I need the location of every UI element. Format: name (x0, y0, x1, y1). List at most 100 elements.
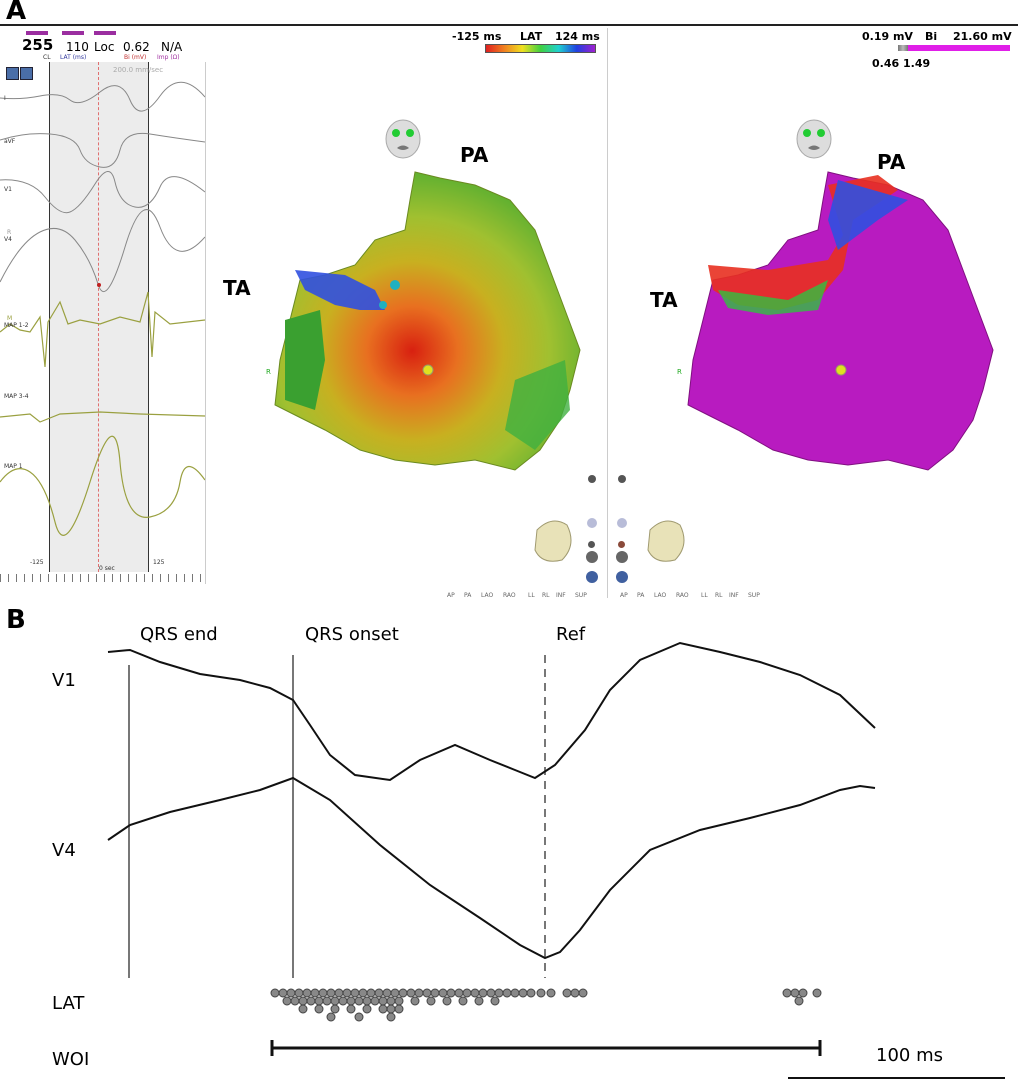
cl-label: CL (43, 54, 51, 61)
heart-orientation-icon-right[interactable] (640, 515, 690, 565)
view-button-rao[interactable]: RAO (503, 592, 516, 599)
channel-label-v4: V4 (4, 236, 12, 243)
channel-label-map-12: MAP 1-2 (4, 322, 29, 329)
view-button-ap[interactable]: AP (447, 592, 455, 599)
bi-low-threshold: 0.46 (872, 57, 900, 70)
channel-label-map-1: MAP 1 (4, 463, 23, 470)
view-button-inf-right[interactable]: INF (729, 592, 739, 599)
pa-label-lat: PA (460, 143, 489, 167)
view-button-inf[interactable]: INF (556, 592, 566, 599)
lat-scale-max: 124 ms (555, 30, 600, 43)
trace-i (0, 81, 205, 112)
time-label-left: -125 (30, 559, 44, 566)
bi-magenta-bar (908, 45, 1010, 51)
pointer-tool-icon[interactable] (6, 67, 19, 80)
pa-label-bi: PA (877, 150, 906, 174)
view-button-rao-right[interactable]: RAO (676, 592, 689, 599)
view-button-lao[interactable]: LAO (481, 592, 494, 599)
time-label-right: 125 (153, 559, 165, 566)
channel-label-v1: V1 (4, 186, 12, 193)
lat-activation-map (274, 171, 581, 471)
panel-b-plot (107, 641, 1005, 1079)
catheter-icon (616, 571, 628, 583)
bi-scale-label: Bi (925, 30, 938, 43)
panel-a-label: A (6, 0, 27, 26)
qrs-onset-label: QRS onset (305, 624, 399, 645)
lat-label: LAT (ms) (60, 54, 87, 61)
bi-high-threshold: 1.49 (903, 57, 931, 70)
trace-avf (0, 132, 205, 168)
lat-bar (62, 31, 84, 35)
bi-scale-max: 21.60 mV (953, 30, 1012, 43)
egm-panel: 200.0 mm/sec I aVF V1 R V4 M MAP 1-2 MAP… (0, 62, 206, 584)
channel-label-map-34: MAP 3-4 (4, 393, 29, 400)
view-button-pa[interactable]: PA (464, 592, 472, 599)
ta-label-lat: TA (223, 276, 251, 300)
qrs-end-label: QRS end (140, 624, 218, 645)
loc-bar (94, 31, 116, 35)
view-button-rl[interactable]: RL (542, 592, 550, 599)
catheter-icon (588, 475, 596, 483)
map-separator (607, 28, 608, 598)
view-button-sup[interactable]: SUP (575, 592, 587, 599)
ta-label-bi: TA (650, 288, 678, 312)
trace-v4 (0, 209, 205, 292)
heart-orientation-icon-left[interactable] (527, 515, 577, 565)
time-ruler (0, 574, 205, 582)
channel-label-avf: aVF (4, 138, 16, 145)
view-button-ap-right[interactable]: AP (620, 592, 628, 599)
v4-marker: R (7, 229, 12, 236)
trace-v1 (0, 171, 205, 214)
view-button-rl-right[interactable]: RL (715, 592, 723, 599)
catheter-icon (586, 551, 598, 563)
bi-gray-segment (898, 45, 908, 51)
lat-scale-label: LAT (520, 30, 543, 43)
head-orientation-icon-right (796, 119, 832, 159)
catheter-icon (618, 475, 626, 483)
catheter-icon (617, 518, 627, 528)
cl-bar (26, 31, 48, 35)
catheter-icon (616, 551, 628, 563)
v4-trace (107, 776, 876, 960)
catheter-icon (587, 518, 597, 528)
woi-right-border (148, 62, 149, 572)
cl-value: 255 (22, 36, 54, 54)
r-marker-lat: R (266, 368, 271, 376)
catheter-icon (618, 541, 625, 548)
lat-point-cloud (270, 988, 822, 1022)
bipolar-voltage-map (687, 171, 994, 471)
catheter-icon (586, 571, 598, 583)
view-button-ll[interactable]: LL (528, 592, 535, 599)
panel-b-label: B (6, 605, 26, 635)
view-button-sup-right[interactable]: SUP (748, 592, 760, 599)
reference-line (98, 62, 99, 572)
channel-label-i: I (4, 95, 6, 102)
v4-row-label: V4 (52, 840, 76, 861)
lat-color-bar (485, 44, 596, 53)
trace-map-34 (0, 411, 205, 423)
view-button-pa-right[interactable]: PA (637, 592, 645, 599)
imp-value: N/A (161, 40, 183, 54)
r-marker-bi: R (677, 368, 682, 376)
woi-row-label: WOI (52, 1049, 90, 1070)
loc-value: Loc (94, 40, 115, 54)
v4-annotation-dot (97, 283, 101, 287)
head-orientation-icon (385, 119, 421, 159)
view-button-lao-right[interactable]: LAO (654, 592, 667, 599)
catheter-icon-column-left (585, 463, 599, 583)
bi-value: 0.62 (123, 40, 150, 54)
v1-trace (107, 641, 876, 782)
catheter-icon (588, 541, 595, 548)
view-button-ll-right[interactable]: LL (701, 592, 708, 599)
lat-value: 110 (66, 40, 89, 54)
bi-label: Bi (mV) (124, 54, 147, 61)
sweep-speed: 200.0 mm/sec (113, 66, 164, 74)
map-marker: M (7, 315, 13, 322)
panel-a-divider (0, 24, 1018, 26)
scale-bar-label: 100 ms (876, 1045, 943, 1066)
time-label-center: 0 sec (99, 565, 115, 572)
caliper-tool-icon[interactable] (20, 67, 33, 80)
bi-scale-min: 0.19 mV (862, 30, 913, 43)
egm-traces (0, 81, 205, 536)
woi-left-border (49, 62, 50, 572)
